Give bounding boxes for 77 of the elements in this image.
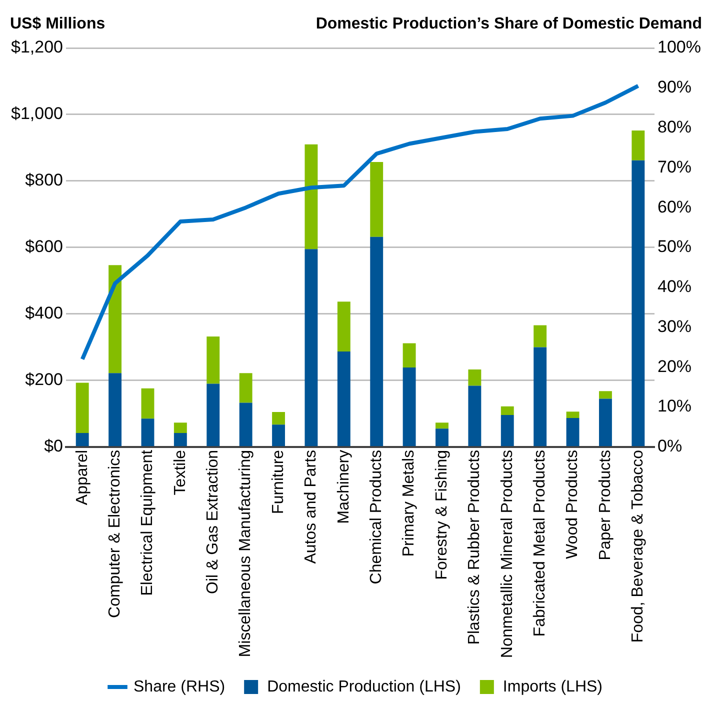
y-tick-label: $200 — [25, 370, 63, 390]
bar — [206, 384, 220, 446]
bar — [370, 162, 384, 237]
y2-tick-label: 50% — [658, 237, 692, 256]
x-tick-label: Furniture — [270, 450, 287, 514]
bar — [304, 249, 318, 446]
y2-tick-label: 70% — [658, 157, 692, 176]
bar — [174, 432, 187, 446]
x-tick-label: Computer & Electronics — [106, 450, 124, 618]
bar — [436, 422, 448, 429]
bar — [141, 388, 154, 419]
y2-tick-label: 90% — [658, 78, 692, 97]
bar — [468, 386, 482, 446]
x-tick-label: Apparel — [74, 450, 91, 506]
legend-label: Share (RHS) — [134, 678, 226, 696]
x-tick-label: Paper Products — [596, 450, 614, 560]
bar — [534, 325, 547, 348]
bar — [76, 382, 89, 433]
bar — [272, 424, 285, 446]
bar — [76, 432, 89, 446]
y2-tick-label: 0% — [658, 436, 682, 456]
bar — [566, 418, 580, 446]
bar — [239, 402, 252, 446]
x-tick-label: Chemical Products — [368, 450, 386, 584]
bar — [599, 398, 612, 446]
bar — [468, 369, 482, 386]
x-tick-label: Fabricated Metal Products — [531, 450, 548, 637]
bar — [566, 412, 580, 418]
bar — [599, 391, 612, 399]
y-tick-label: $1,000 — [10, 104, 63, 124]
x-tick-label: Autos and Parts — [302, 450, 320, 564]
y-tick-label: $800 — [25, 170, 63, 190]
x-tick-label: Miscellaneous Manufacturing — [237, 450, 254, 658]
x-tick-label: Food, Beverage & Tobacco — [630, 450, 647, 643]
bar — [304, 144, 318, 250]
bar — [370, 236, 384, 446]
y-axis-title: US$ Millions — [10, 15, 106, 32]
y-tick-label: $0 — [44, 436, 63, 456]
bar — [108, 265, 122, 374]
x-tick-label: Wood Products — [564, 450, 582, 560]
bar — [206, 336, 220, 384]
bar — [534, 347, 547, 446]
y2-tick-label: 30% — [658, 316, 692, 336]
y2-tick-label: 20% — [658, 356, 692, 376]
bar — [500, 406, 514, 416]
y2-tick-label: 40% — [658, 277, 692, 296]
x-tick-label: Machinery — [335, 450, 352, 524]
bar — [632, 130, 645, 160]
x-tick-label: Forestry & Fishing — [433, 450, 450, 580]
bar — [174, 422, 187, 433]
legend-label: Imports (LHS) — [502, 678, 603, 696]
y-tick-label: $1,200 — [10, 38, 63, 57]
x-tick-label: Primary Metals — [400, 450, 418, 557]
x-tick-label: Plastics & Rubber Products — [466, 450, 484, 645]
y2-tick-label: 60% — [658, 197, 692, 216]
bar — [272, 412, 285, 425]
bar — [402, 367, 416, 446]
x-tick-label: Electrical Equipment — [139, 449, 156, 596]
bar — [239, 373, 252, 403]
x-tick-label: Textile — [172, 450, 189, 496]
y2-tick-label: 10% — [658, 396, 692, 416]
bar — [402, 343, 416, 368]
y2-axis-title: Domestic Production’s Share of Domestic Demand — [316, 15, 702, 32]
y-tick-label: $600 — [25, 237, 63, 256]
bar — [632, 160, 645, 446]
x-tick-label: Nonmetallic Mineral Products — [498, 450, 516, 658]
y2-tick-label: 100% — [658, 38, 702, 57]
y-tick-label: $400 — [25, 304, 63, 323]
x-tick-label: Oil & Gas Extraction — [204, 450, 222, 594]
bar — [500, 415, 514, 446]
bar — [108, 373, 122, 446]
bar — [337, 302, 350, 352]
bar — [141, 418, 154, 446]
legend-label: Domestic Production (LHS) — [267, 678, 461, 696]
bar — [436, 428, 448, 446]
y2-tick-label: 80% — [658, 117, 692, 136]
bar — [337, 352, 350, 446]
